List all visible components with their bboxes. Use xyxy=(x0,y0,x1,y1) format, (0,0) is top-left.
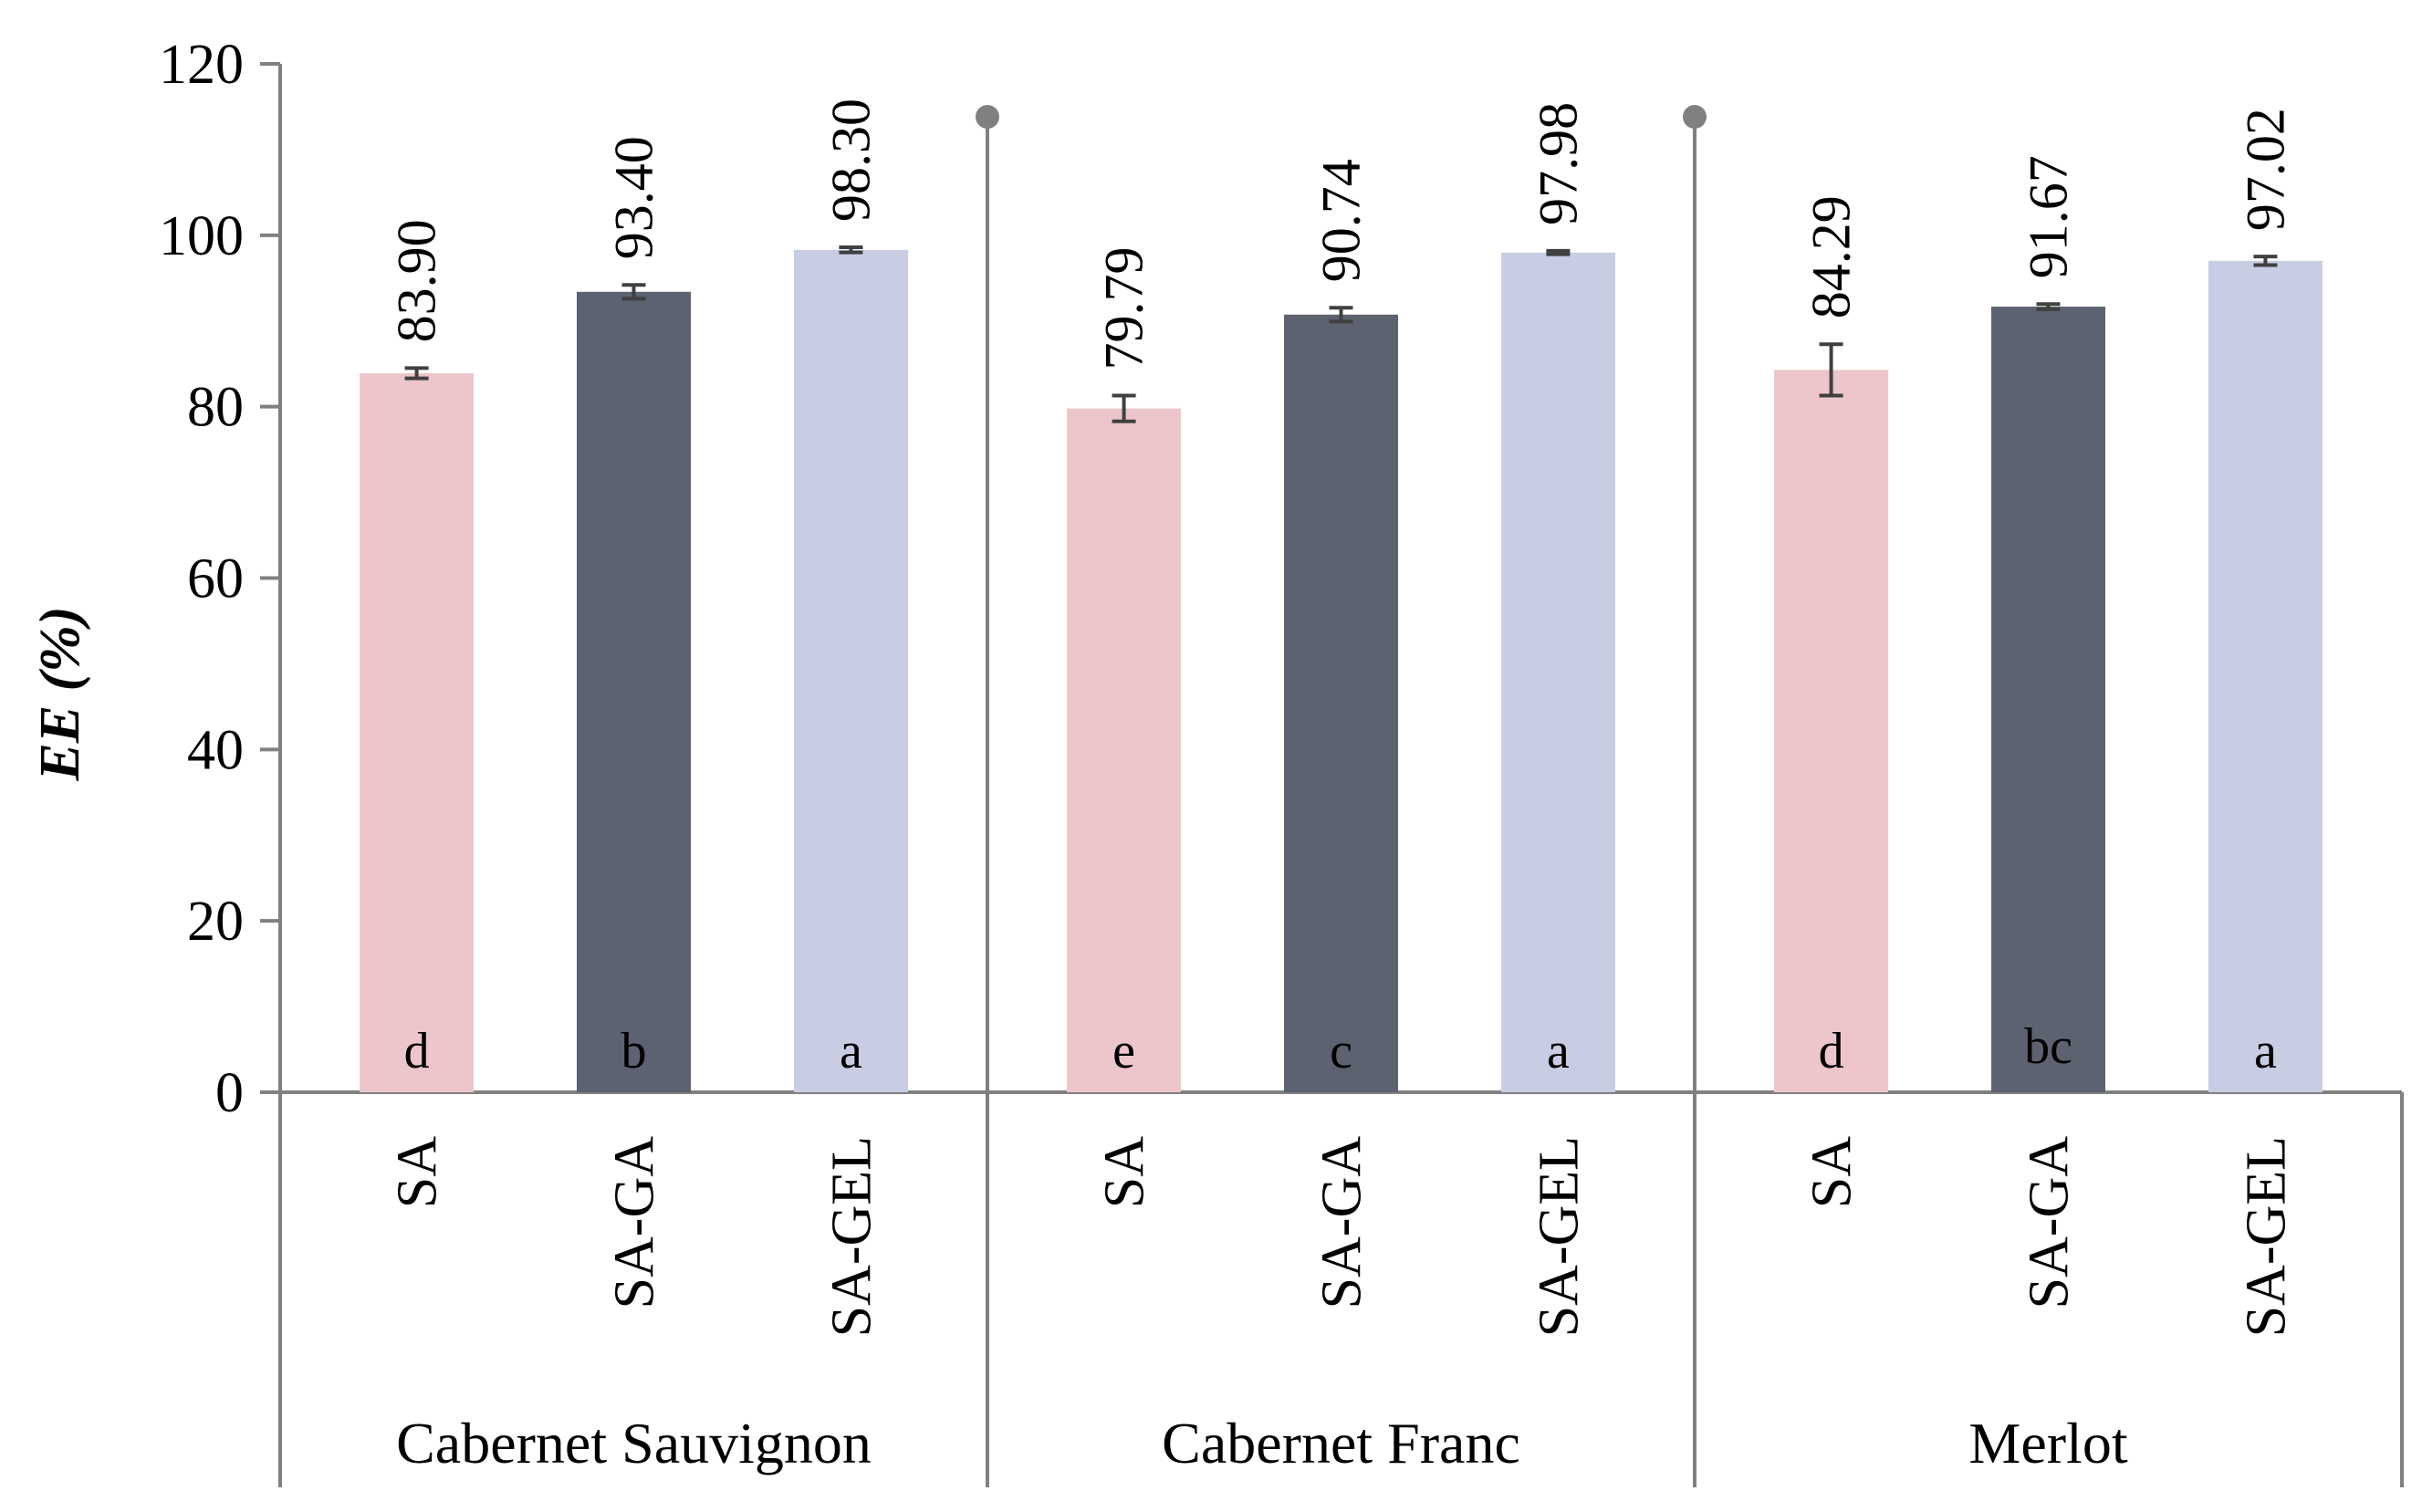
y-tick-label: 80 xyxy=(187,377,244,439)
data-label: 91.67 xyxy=(2019,155,2079,278)
significance-letter: a xyxy=(1547,1023,1570,1079)
x-tick-label: SA-GEL xyxy=(2235,1136,2297,1337)
bar xyxy=(793,249,908,1092)
group-separator-dot xyxy=(976,105,999,129)
bar xyxy=(360,373,475,1092)
y-tick-label: 100 xyxy=(159,205,244,267)
bar xyxy=(1500,252,1615,1092)
bar xyxy=(2208,260,2323,1092)
x-tick-label: SA xyxy=(387,1136,449,1208)
x-tick-label: SA-GA xyxy=(604,1136,666,1309)
bars-layer xyxy=(360,245,2323,1092)
bar xyxy=(1284,314,1398,1092)
data-label: 97.02 xyxy=(2235,108,2295,231)
y-axis-title: EE (%) xyxy=(29,606,91,781)
y-tick-label: 120 xyxy=(159,34,244,96)
bar xyxy=(1991,307,2105,1092)
bar xyxy=(1067,408,1182,1092)
significance-letter: d xyxy=(1819,1023,1844,1079)
x-tick-label: SA-GA xyxy=(2019,1136,2081,1309)
significance-letter: c xyxy=(1330,1023,1352,1079)
data-label: 98.30 xyxy=(820,99,881,222)
significance-letter: b xyxy=(621,1023,647,1079)
significance-letter: a xyxy=(840,1023,862,1079)
x-tick-label: SA-GA xyxy=(1311,1136,1373,1309)
bar xyxy=(1774,370,1889,1092)
y-tick-label: 0 xyxy=(215,1062,244,1124)
x-tick-label: SA-GEL xyxy=(1528,1136,1590,1337)
y-tick-label: 20 xyxy=(187,891,244,953)
y-tick-label: 40 xyxy=(187,719,244,781)
data-label: 97.98 xyxy=(1528,102,1588,225)
data-label: 93.40 xyxy=(604,136,664,259)
group-separator-dot xyxy=(1683,105,1707,129)
significance-letter: a xyxy=(2254,1023,2277,1079)
significance-letter: e xyxy=(1112,1023,1135,1079)
significance-letter: bc xyxy=(2024,1018,2072,1075)
x-tick-label: SA-GEL xyxy=(820,1136,882,1337)
data-label: 84.29 xyxy=(1801,195,1862,318)
y-tick-label: 60 xyxy=(187,548,244,610)
bar xyxy=(577,291,691,1092)
data-label: 79.79 xyxy=(1094,247,1154,370)
group-label: Cabernet Sauvignon xyxy=(396,1411,872,1476)
data-label: 90.74 xyxy=(1311,159,1372,282)
x-tick-label: SA xyxy=(1801,1136,1863,1208)
x-tick-label: SA xyxy=(1094,1136,1156,1208)
group-label: Merlot xyxy=(1968,1411,2127,1476)
labels-layer: 0 20 40 60 80 100 120 Cabernet Sauvignon 83.90 d S… xyxy=(159,34,2297,1476)
group-label: Cabernet Franc xyxy=(1162,1411,1520,1476)
data-label: 83.90 xyxy=(387,219,447,342)
significance-letter: d xyxy=(404,1023,430,1079)
